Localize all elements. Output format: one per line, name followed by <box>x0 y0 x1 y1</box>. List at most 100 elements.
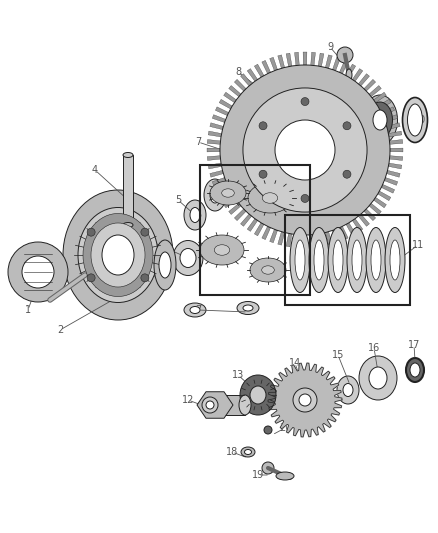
Polygon shape <box>387 171 400 177</box>
Polygon shape <box>207 156 220 160</box>
Polygon shape <box>294 235 299 248</box>
Polygon shape <box>262 60 271 74</box>
Polygon shape <box>389 163 402 169</box>
Ellipse shape <box>123 222 133 228</box>
Circle shape <box>8 242 68 302</box>
Ellipse shape <box>154 240 176 290</box>
Ellipse shape <box>184 200 206 230</box>
Ellipse shape <box>333 240 343 280</box>
Ellipse shape <box>204 179 226 211</box>
Polygon shape <box>378 99 391 109</box>
Circle shape <box>275 120 335 180</box>
Polygon shape <box>381 107 395 116</box>
Polygon shape <box>210 171 223 177</box>
Polygon shape <box>268 363 342 437</box>
Text: 15: 15 <box>332 350 344 360</box>
Ellipse shape <box>343 384 353 397</box>
Text: 17: 17 <box>408 340 420 350</box>
Ellipse shape <box>406 358 424 382</box>
Polygon shape <box>286 233 292 247</box>
Polygon shape <box>311 52 315 66</box>
Ellipse shape <box>190 207 200 222</box>
Ellipse shape <box>295 240 305 280</box>
Ellipse shape <box>250 258 286 282</box>
Polygon shape <box>384 115 398 123</box>
Ellipse shape <box>184 303 206 317</box>
Polygon shape <box>318 53 324 67</box>
Ellipse shape <box>91 223 145 287</box>
Ellipse shape <box>102 235 134 275</box>
Ellipse shape <box>237 302 259 314</box>
Ellipse shape <box>233 145 243 151</box>
Ellipse shape <box>240 375 276 415</box>
Polygon shape <box>270 229 278 243</box>
Text: 3: 3 <box>25 285 31 295</box>
Polygon shape <box>339 227 348 240</box>
Circle shape <box>293 388 317 412</box>
Text: 7: 7 <box>195 305 201 315</box>
Polygon shape <box>381 184 395 193</box>
Ellipse shape <box>250 386 266 404</box>
Ellipse shape <box>227 141 249 155</box>
Ellipse shape <box>373 110 387 130</box>
Ellipse shape <box>63 190 173 320</box>
Polygon shape <box>224 197 237 208</box>
Polygon shape <box>358 74 370 86</box>
Polygon shape <box>332 229 340 243</box>
Polygon shape <box>387 123 400 130</box>
Circle shape <box>343 122 351 130</box>
Circle shape <box>343 170 351 178</box>
Text: 19: 19 <box>252 470 264 480</box>
Circle shape <box>22 256 54 288</box>
Polygon shape <box>208 163 222 169</box>
Ellipse shape <box>173 240 203 276</box>
Ellipse shape <box>241 447 255 457</box>
Polygon shape <box>286 53 292 67</box>
Text: 4: 4 <box>92 165 98 175</box>
Ellipse shape <box>385 228 405 293</box>
Ellipse shape <box>366 228 386 293</box>
Polygon shape <box>240 214 252 227</box>
Polygon shape <box>369 204 381 214</box>
Polygon shape <box>384 177 398 185</box>
Polygon shape <box>369 85 381 96</box>
Ellipse shape <box>222 189 234 197</box>
Polygon shape <box>212 177 226 185</box>
Polygon shape <box>318 233 324 247</box>
Polygon shape <box>332 57 340 71</box>
Ellipse shape <box>369 367 387 389</box>
Polygon shape <box>247 69 258 82</box>
Polygon shape <box>212 115 226 123</box>
Ellipse shape <box>214 245 230 255</box>
Text: 5: 5 <box>195 210 201 220</box>
Text: 5: 5 <box>175 195 181 205</box>
Ellipse shape <box>367 102 392 138</box>
Text: 10: 10 <box>414 115 426 125</box>
Polygon shape <box>294 52 299 66</box>
Polygon shape <box>358 214 370 227</box>
Circle shape <box>299 394 311 406</box>
Polygon shape <box>210 123 223 130</box>
Polygon shape <box>215 107 229 116</box>
Polygon shape <box>353 69 363 82</box>
Text: 8: 8 <box>235 67 241 77</box>
Polygon shape <box>325 55 332 68</box>
Circle shape <box>202 397 218 413</box>
Ellipse shape <box>239 395 251 415</box>
Ellipse shape <box>359 356 397 400</box>
Text: 7: 7 <box>195 137 201 147</box>
Polygon shape <box>219 99 232 109</box>
Polygon shape <box>254 223 264 236</box>
Circle shape <box>259 122 267 130</box>
Ellipse shape <box>371 240 381 280</box>
Ellipse shape <box>290 228 310 293</box>
Polygon shape <box>378 191 391 200</box>
Ellipse shape <box>347 228 367 293</box>
Polygon shape <box>389 140 403 144</box>
Ellipse shape <box>276 472 294 480</box>
Polygon shape <box>207 148 220 152</box>
Ellipse shape <box>159 252 171 278</box>
Polygon shape <box>270 57 278 71</box>
Text: 5: 5 <box>285 215 291 225</box>
Text: 9: 9 <box>327 42 333 52</box>
